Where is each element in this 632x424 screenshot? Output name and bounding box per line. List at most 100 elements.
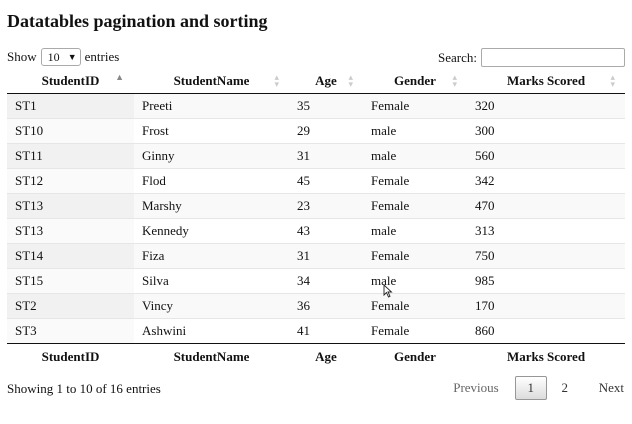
cell-gender: male	[363, 218, 467, 244]
cell-studentid: ST15	[7, 268, 134, 294]
cell-age: 35	[289, 93, 363, 119]
entries-label: entries	[84, 49, 120, 64]
cell-studentid: ST2	[7, 293, 134, 319]
previous-button[interactable]: Previous	[453, 380, 499, 395]
table-row: ST13 Marshy 23 Female 470	[7, 193, 625, 219]
cell-age: 36	[289, 293, 363, 319]
cell-age: 31	[289, 243, 363, 269]
sort-asc-icon: ▲	[115, 72, 124, 82]
cell-studentid: ST11	[7, 143, 134, 169]
cell-age: 41	[289, 318, 363, 344]
students-table: StudentID ▲ StudentName ▴ ▾ Age ▴ ▾ Gender…	[7, 69, 625, 370]
header-gender[interactable]: Gender ▴ ▾	[363, 69, 467, 94]
page-1-button[interactable]: 1	[514, 376, 547, 400]
cell-gender: male	[363, 118, 467, 144]
header-studentname[interactable]: StudentName ▴ ▾	[134, 69, 289, 94]
cell-studentname: Vincy	[134, 293, 289, 319]
sort-arrows-icon: ▴ ▾	[610, 72, 615, 89]
header-marks-scored[interactable]: Marks Scored ▴ ▾	[467, 69, 625, 94]
table-row: ST14 Fiza 31 Female 750	[7, 243, 625, 269]
footer-row: StudentID StudentName Age Gender Marks S…	[7, 343, 625, 370]
cell-studentname: Ginny	[134, 143, 289, 169]
cell-gender: Female	[363, 293, 467, 319]
header-age[interactable]: Age ▴ ▾	[289, 69, 363, 94]
cell-gender: Female	[363, 93, 467, 119]
cell-gender: Female	[363, 243, 467, 269]
cell-age: 29	[289, 118, 363, 144]
header-row: StudentID ▲ StudentName ▴ ▾ Age ▴ ▾ Gender…	[7, 69, 625, 94]
sort-arrows-icon: ▴ ▾	[452, 72, 457, 89]
table-row: ST13 Kennedy 43 male 313	[7, 218, 625, 244]
header-label: Marks Scored	[506, 73, 586, 88]
page-2-button[interactable]: 2	[561, 380, 568, 395]
cell-studentname: Flod	[134, 168, 289, 194]
search-control: Search:	[438, 48, 625, 67]
cell-marks: 320	[467, 93, 625, 119]
cell-studentid: ST13	[7, 193, 134, 219]
cell-studentid: ST14	[7, 243, 134, 269]
show-label: Show	[7, 49, 37, 64]
header-label: StudentID	[41, 73, 100, 88]
header-label: Age	[315, 73, 337, 88]
footer-age: Age	[289, 343, 363, 370]
search-label: Search:	[438, 49, 477, 65]
table-row: ST3 Ashwini 41 Female 860	[7, 318, 625, 344]
cell-age: 43	[289, 218, 363, 244]
table-info: Showing 1 to 10 of 16 entries	[7, 381, 161, 396]
cell-studentid: ST1	[7, 93, 134, 119]
search-input[interactable]	[481, 48, 625, 67]
cell-age: 23	[289, 193, 363, 219]
cell-studentname: Silva	[134, 268, 289, 294]
sort-arrows-icon: ▴ ▾	[274, 72, 279, 89]
cell-marks: 470	[467, 193, 625, 219]
entries-per-page-value: 10	[47, 49, 60, 64]
cell-marks: 560	[467, 143, 625, 169]
chevron-down-icon: ▼	[67, 52, 77, 62]
cell-gender: Female	[363, 193, 467, 219]
cell-studentid: ST10	[7, 118, 134, 144]
cell-marks: 342	[467, 168, 625, 194]
pagination: Previous 1 2 Next	[453, 376, 624, 400]
cell-marks: 170	[467, 293, 625, 319]
footer-gender: Gender	[363, 343, 467, 370]
table-row: ST1 Preeti 35 Female 320	[7, 93, 625, 119]
cell-age: 34	[289, 268, 363, 294]
page-title: Datatables pagination and sorting	[7, 11, 268, 31]
table-row: ST12 Flod 45 Female 342	[7, 168, 625, 194]
cell-studentid: ST13	[7, 218, 134, 244]
cell-studentid: ST3	[7, 318, 134, 344]
table-row: ST10 Frost 29 male 300	[7, 118, 625, 144]
footer-marks-scored: Marks Scored	[467, 343, 625, 370]
cell-studentname: Frost	[134, 118, 289, 144]
cell-marks: 860	[467, 318, 625, 344]
cell-marks: 985	[467, 268, 625, 294]
cell-studentname: Fiza	[134, 243, 289, 269]
cell-gender: Female	[363, 318, 467, 344]
table-row: ST15 Silva 34 male 985	[7, 268, 625, 294]
header-label: StudentName	[173, 73, 250, 88]
cell-studentname: Ashwini	[134, 318, 289, 344]
cell-age: 45	[289, 168, 363, 194]
table-row: ST2 Vincy 36 Female 170	[7, 293, 625, 319]
next-button[interactable]: Next	[598, 380, 624, 395]
cell-studentid: ST12	[7, 168, 134, 194]
table-row: ST11 Ginny 31 male 560	[7, 143, 625, 169]
sort-arrows-icon: ▴ ▾	[348, 72, 353, 89]
cell-gender: male	[363, 268, 467, 294]
footer-studentid: StudentID	[7, 343, 134, 370]
cell-marks: 300	[467, 118, 625, 144]
cell-age: 31	[289, 143, 363, 169]
header-label: Gender	[394, 73, 436, 88]
cell-gender: Female	[363, 168, 467, 194]
cell-gender: male	[363, 143, 467, 169]
cell-studentname: Preeti	[134, 93, 289, 119]
cell-marks: 750	[467, 243, 625, 269]
entries-length-control: Show 10 ▼ entries	[7, 48, 119, 66]
cell-studentname: Marshy	[134, 193, 289, 219]
header-studentid[interactable]: StudentID ▲	[7, 69, 134, 94]
cell-studentname: Kennedy	[134, 218, 289, 244]
mouse-pointer-icon	[383, 284, 393, 298]
cell-marks: 313	[467, 218, 625, 244]
footer-studentname: StudentName	[134, 343, 289, 370]
entries-per-page-select[interactable]: 10 ▼	[40, 48, 81, 66]
